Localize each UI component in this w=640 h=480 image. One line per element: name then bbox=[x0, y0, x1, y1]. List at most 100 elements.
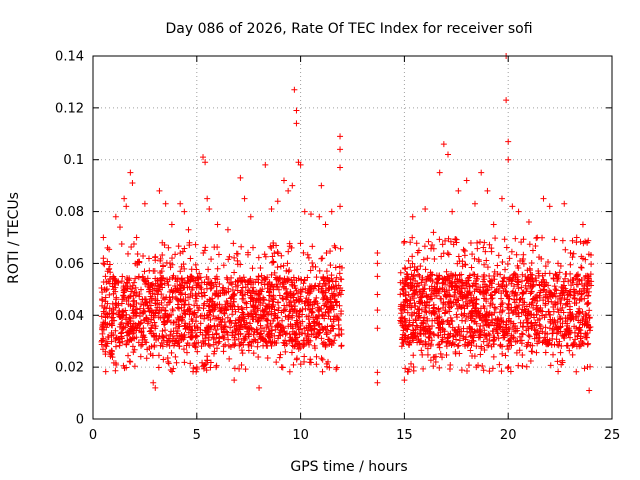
data-point-marker bbox=[435, 341, 442, 348]
data-point-marker bbox=[407, 264, 414, 271]
data-point-marker bbox=[234, 250, 241, 257]
data-point-marker bbox=[326, 364, 333, 371]
data-point-marker bbox=[516, 296, 523, 303]
data-point-marker bbox=[406, 317, 413, 324]
data-point-marker bbox=[151, 312, 158, 319]
data-point-marker bbox=[135, 339, 142, 346]
data-point-marker bbox=[177, 200, 184, 207]
data-point-marker bbox=[405, 283, 412, 290]
data-point-marker bbox=[418, 320, 425, 327]
data-point-marker bbox=[490, 221, 497, 228]
data-point-marker bbox=[436, 236, 443, 243]
data-point-marker bbox=[438, 253, 445, 260]
data-point-marker bbox=[520, 260, 527, 267]
data-point-marker bbox=[254, 343, 261, 350]
data-point-marker bbox=[571, 323, 578, 330]
data-point-marker bbox=[332, 244, 339, 251]
data-point-marker bbox=[489, 319, 496, 326]
data-point-marker bbox=[293, 120, 300, 127]
data-point-marker bbox=[277, 351, 284, 358]
data-point-marker bbox=[583, 289, 590, 296]
data-point-marker bbox=[209, 295, 216, 302]
data-point-marker bbox=[210, 281, 217, 288]
data-point-marker bbox=[481, 281, 488, 288]
data-point-marker bbox=[556, 269, 563, 276]
data-point-marker bbox=[425, 238, 432, 245]
data-point-marker bbox=[447, 238, 454, 245]
data-point-marker bbox=[104, 300, 111, 307]
data-point-marker bbox=[513, 251, 520, 258]
data-point-marker bbox=[210, 350, 217, 357]
data-point-marker bbox=[553, 272, 560, 279]
data-point-marker bbox=[419, 274, 426, 281]
data-point-marker bbox=[305, 313, 312, 320]
data-point-marker bbox=[161, 318, 168, 325]
data-point-marker bbox=[102, 368, 109, 375]
data-point-marker bbox=[535, 270, 542, 277]
data-point-marker bbox=[155, 335, 162, 342]
data-point-marker bbox=[187, 326, 194, 333]
data-point-marker bbox=[539, 272, 546, 279]
data-point-marker bbox=[100, 260, 107, 267]
data-point-marker bbox=[127, 317, 134, 324]
data-point-marker bbox=[534, 292, 541, 299]
data-point-marker bbox=[289, 182, 296, 189]
data-point-marker bbox=[231, 342, 238, 349]
data-point-marker bbox=[337, 291, 344, 298]
data-point-marker bbox=[242, 284, 249, 291]
data-point-marker bbox=[199, 312, 206, 319]
data-point-marker bbox=[319, 283, 326, 290]
data-point-marker bbox=[548, 341, 555, 348]
data-point-marker bbox=[308, 327, 315, 334]
data-point-marker bbox=[283, 267, 290, 274]
data-point-marker bbox=[527, 358, 534, 365]
data-point-marker bbox=[495, 330, 502, 337]
data-point-marker bbox=[178, 263, 185, 270]
data-point-marker bbox=[293, 287, 300, 294]
data-point-marker bbox=[442, 309, 449, 316]
data-point-marker bbox=[506, 315, 513, 322]
data-point-marker bbox=[147, 293, 154, 300]
data-point-marker bbox=[466, 272, 473, 279]
data-point-marker bbox=[551, 290, 558, 297]
data-point-marker bbox=[410, 367, 417, 374]
data-point-marker bbox=[307, 211, 314, 218]
data-point-marker bbox=[288, 276, 295, 283]
data-point-marker bbox=[543, 311, 550, 318]
data-point-marker bbox=[103, 338, 110, 345]
data-point-marker bbox=[318, 182, 325, 189]
data-point-marker bbox=[512, 290, 519, 297]
y-tick-label: 0.08 bbox=[55, 205, 84, 220]
data-point-marker bbox=[505, 363, 512, 370]
data-point-marker bbox=[192, 241, 199, 248]
data-point-marker bbox=[472, 329, 479, 336]
data-point-marker bbox=[489, 295, 496, 302]
data-point-marker bbox=[509, 203, 516, 210]
data-point-marker bbox=[576, 324, 583, 331]
data-point-marker bbox=[200, 305, 207, 312]
data-point-marker bbox=[536, 334, 543, 341]
data-point-marker bbox=[516, 333, 523, 340]
x-tick-label: 25 bbox=[604, 428, 621, 443]
data-point-marker bbox=[470, 302, 477, 309]
data-point-marker bbox=[570, 341, 577, 348]
data-point-marker bbox=[284, 289, 291, 296]
data-point-marker bbox=[285, 314, 292, 321]
data-point-marker bbox=[422, 205, 429, 212]
data-point-marker bbox=[247, 213, 254, 220]
data-point-marker bbox=[238, 243, 245, 250]
data-point-marker bbox=[523, 277, 530, 284]
data-point-marker bbox=[418, 294, 425, 301]
data-point-marker bbox=[238, 339, 245, 346]
data-point-marker bbox=[542, 330, 549, 337]
data-point-marker bbox=[533, 235, 540, 242]
data-point-marker bbox=[297, 307, 304, 314]
data-point-marker bbox=[554, 358, 561, 365]
data-point-marker bbox=[491, 268, 498, 275]
data-point-marker bbox=[443, 343, 450, 350]
data-point-marker bbox=[452, 272, 459, 279]
data-point-marker bbox=[285, 187, 292, 194]
data-point-marker bbox=[585, 312, 592, 319]
data-point-marker bbox=[468, 308, 475, 315]
data-point-marker bbox=[529, 247, 536, 254]
